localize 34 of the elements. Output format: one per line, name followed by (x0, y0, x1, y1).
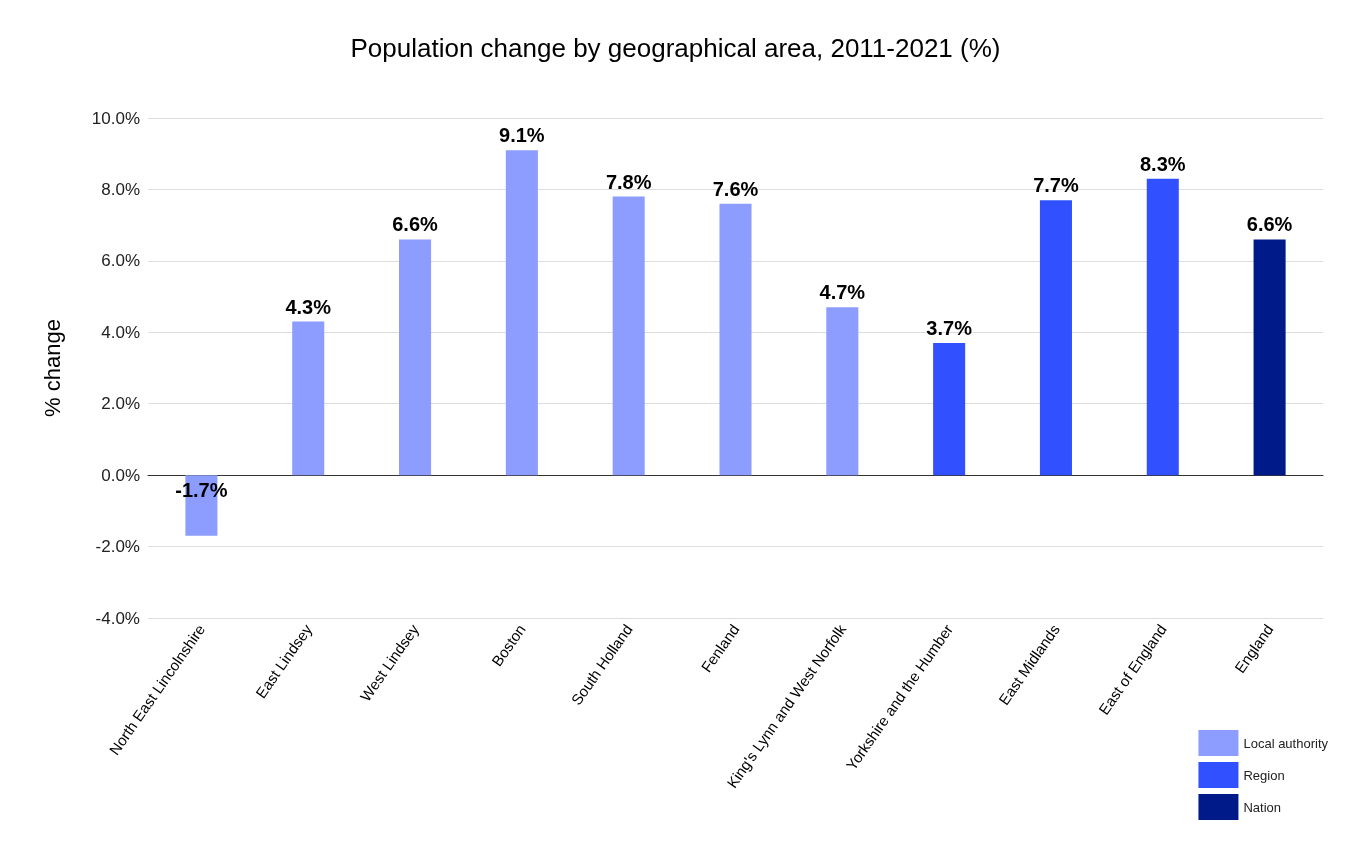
y-tick-label: 4.0% (101, 322, 140, 342)
bar (719, 203, 752, 476)
y-tick-label: 10.0% (91, 108, 140, 128)
data-label: 7.7% (1033, 174, 1079, 197)
y-tick-label: 6.0% (101, 251, 140, 271)
legend-label: Region (1243, 767, 1285, 783)
y-tick-label: 0.0% (101, 465, 140, 485)
y-tick-label: 8.0% (101, 179, 140, 199)
legend-label: Local authority (1243, 735, 1329, 751)
y-tick-label: 2.0% (101, 394, 140, 414)
bar (399, 239, 432, 476)
bar (1253, 239, 1286, 476)
data-label: 8.3% (1139, 152, 1186, 175)
data-label: 3.7% (926, 317, 973, 339)
bar (1146, 178, 1179, 476)
bar (612, 196, 645, 476)
y-tick-label: -2.0% (95, 537, 140, 557)
data-label: 9.1% (499, 124, 545, 147)
data-label: 7.6% (712, 177, 759, 200)
bar (933, 343, 966, 476)
bar (1039, 200, 1072, 476)
y-axis-title: % change (39, 319, 65, 417)
data-label: 7.8% (605, 170, 652, 193)
bar (292, 321, 325, 476)
bar (505, 150, 538, 476)
data-label: 6.6% (392, 213, 439, 236)
data-label: 4.3% (285, 295, 332, 318)
chart-title: Population change by geographical area, 2011-2021 (%) (350, 33, 1001, 63)
data-label: -1.7% (175, 479, 228, 502)
legend-label: Nation (1243, 799, 1282, 815)
bar (826, 307, 859, 476)
data-label: 4.7% (819, 281, 866, 304)
data-label: 6.6% (1246, 213, 1293, 236)
y-tick-label: -4.0% (95, 608, 140, 628)
